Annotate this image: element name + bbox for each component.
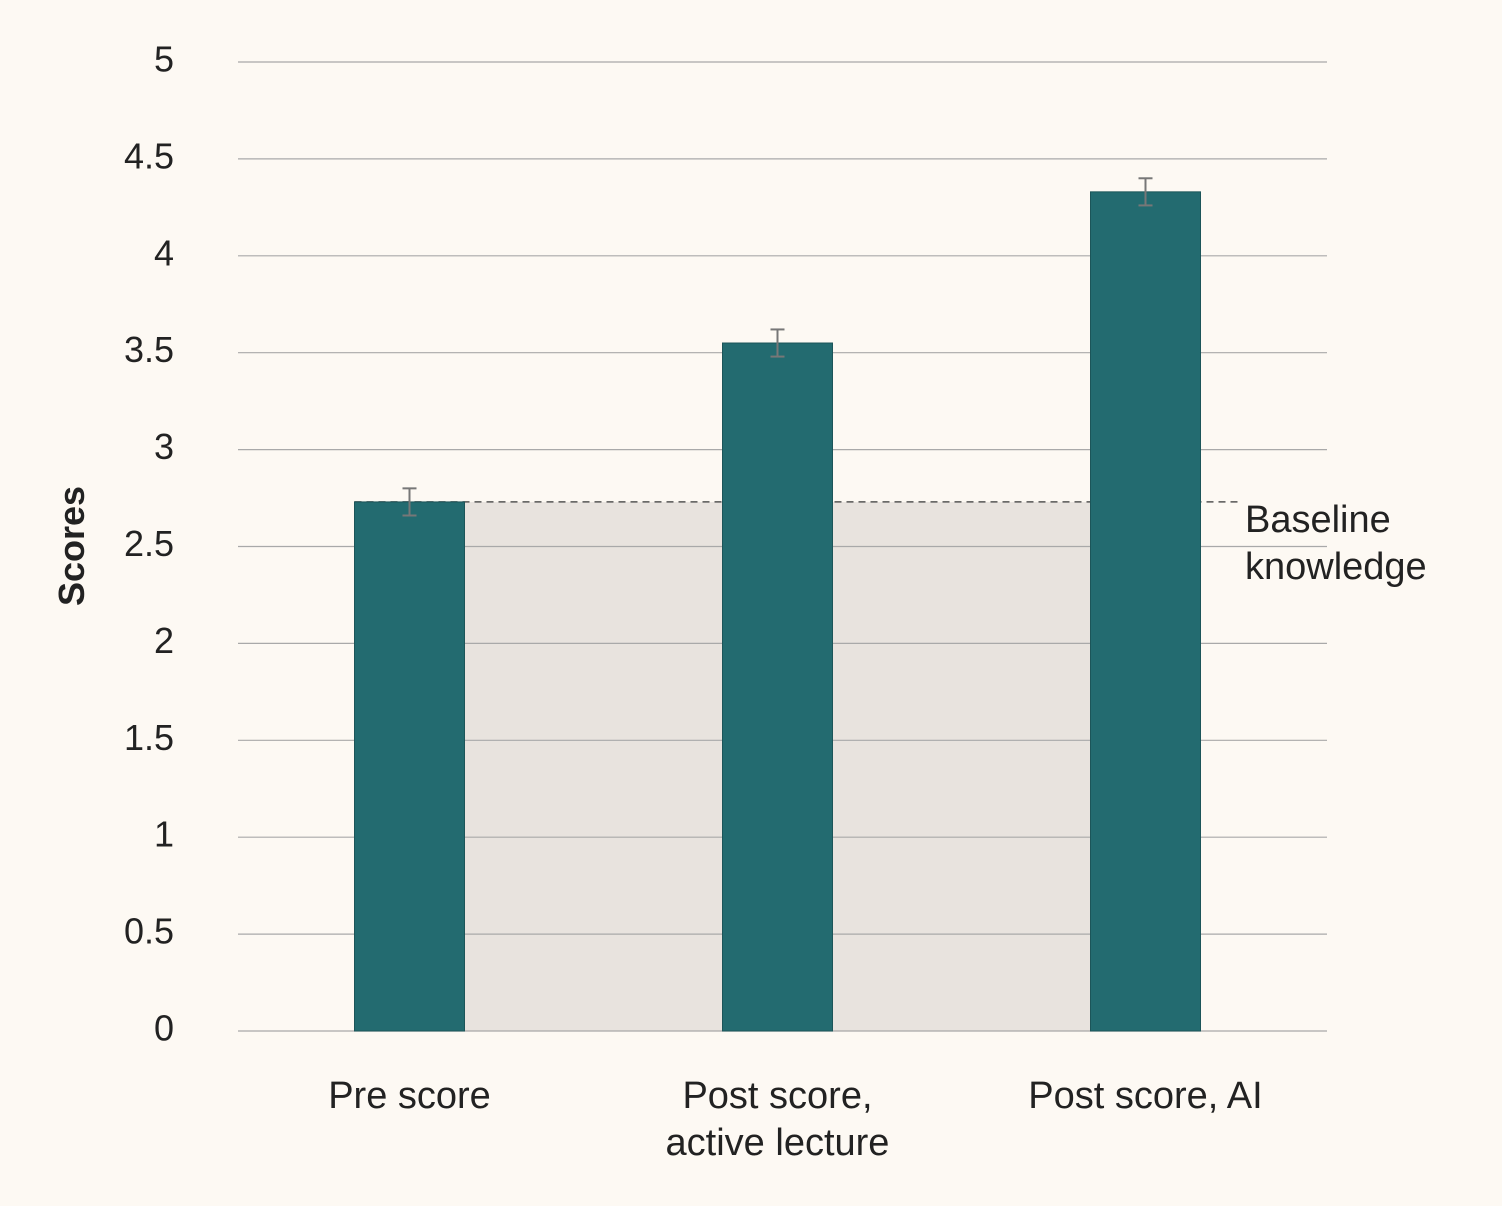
y-tick-label: 0 <box>154 1008 174 1049</box>
y-tick-label: 3.5 <box>124 329 174 370</box>
y-tick-label: 4.5 <box>124 135 174 176</box>
bar-2 <box>1090 191 1201 1032</box>
y-tick-label: 0.5 <box>124 911 174 952</box>
error-bar-2 <box>1138 177 1153 207</box>
error-bars <box>402 177 1153 517</box>
category-label-line: active lecture <box>666 1122 890 1164</box>
baseline-label-line: knowledge <box>1245 546 1427 588</box>
category-label-line: Post score, <box>682 1075 872 1117</box>
y-tick-label: 2.5 <box>124 523 174 564</box>
category-label-0: Pre score <box>328 1075 491 1117</box>
y-tick-label: 2 <box>154 620 174 661</box>
error-bar-0 <box>402 487 417 517</box>
baseline-label-line: Baseline <box>1245 499 1391 541</box>
baseline-annotation: Baseline knowledge <box>1245 499 1427 588</box>
bar-0 <box>354 501 465 1032</box>
category-label-line: Pre score <box>328 1075 491 1117</box>
y-tick-label: 5 <box>154 39 174 80</box>
error-bar-1 <box>770 328 785 358</box>
y-tick-labels: 0 0.5 1 1.5 2 2.5 3 3.5 4 4.5 5 <box>124 39 174 1049</box>
y-tick-label: 3 <box>154 426 174 467</box>
y-tick-label: 4 <box>154 232 174 273</box>
category-label-2: Post score, AI <box>1028 1075 1262 1117</box>
y-axis-title: Scores <box>51 486 92 606</box>
y-tick-label: 1 <box>154 814 174 855</box>
category-label-line: Post score, AI <box>1028 1075 1262 1117</box>
bar-1 <box>722 342 833 1032</box>
baseline-label: Baseline knowledge <box>1245 499 1427 588</box>
y-tick-label: 1.5 <box>124 717 174 758</box>
category-label-1: Post score, active lecture <box>666 1075 890 1164</box>
